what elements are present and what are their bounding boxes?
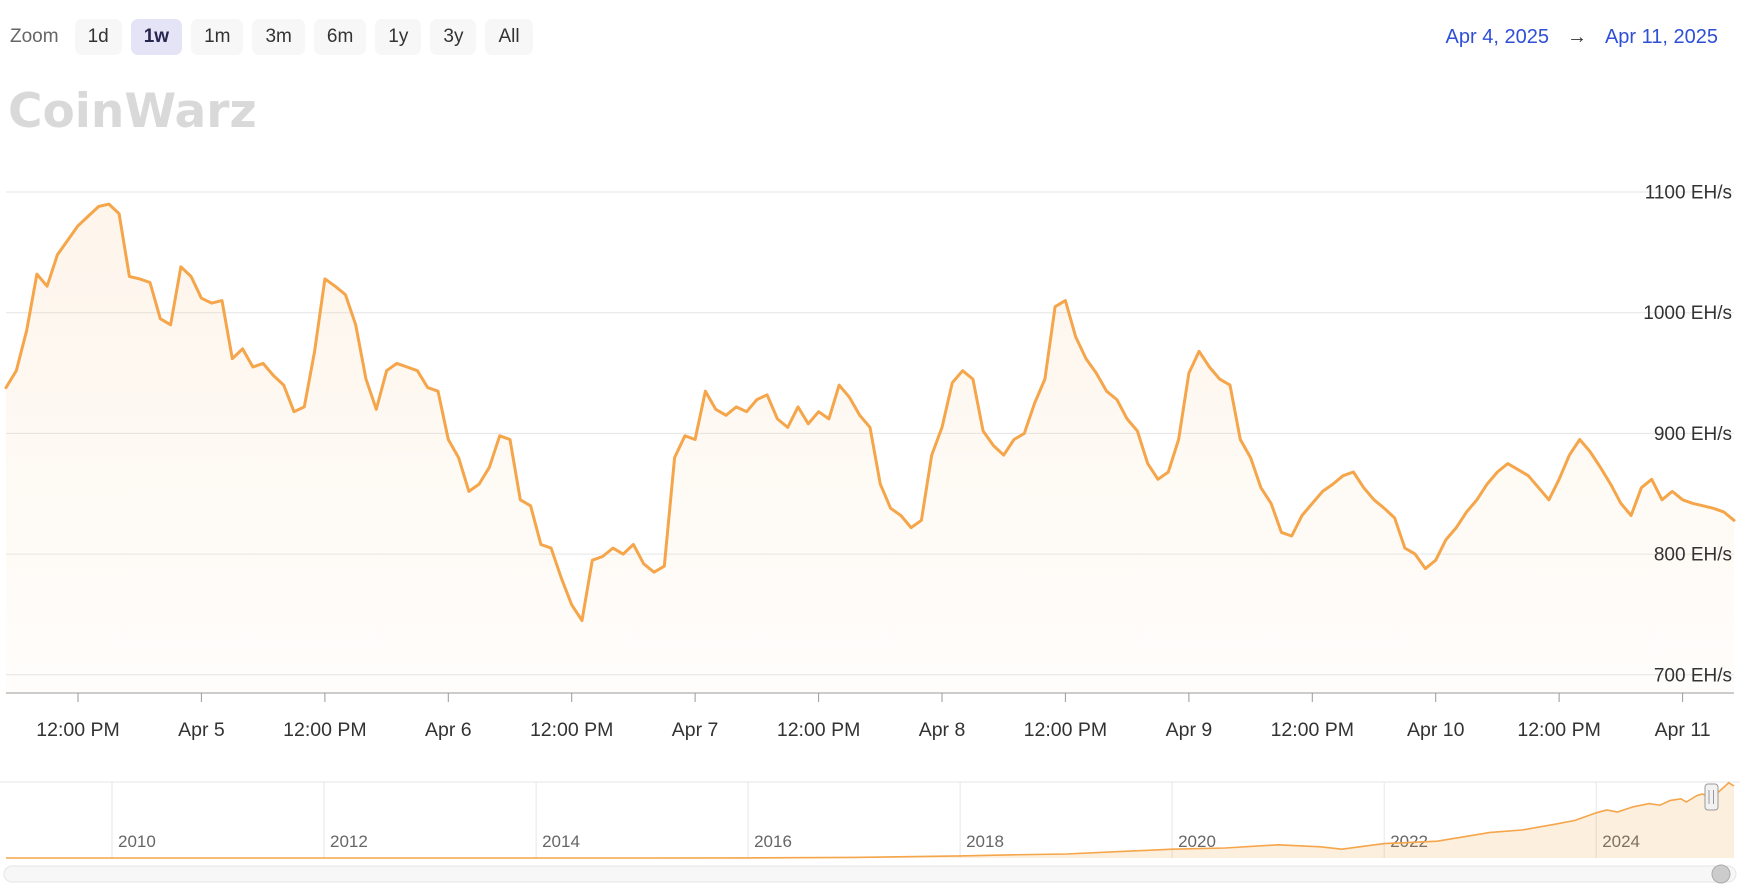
date-range: Apr 4, 2025 → Apr 11, 2025: [1440, 22, 1724, 53]
x-axis-label: Apr 5: [178, 719, 225, 741]
range-end-input[interactable]: Apr 11, 2025: [1604, 25, 1718, 48]
navigator-year-label: 2018: [966, 832, 1004, 851]
navigator[interactable]: 2010 2012 2014 2016 2018 2020 2022 2024: [0, 781, 1740, 859]
navigator-year-label: 2014: [542, 832, 580, 851]
x-axis-label: Apr 8: [919, 719, 966, 741]
hashrate-line: [4, 202, 1736, 622]
x-axis-label: Apr 9: [1166, 719, 1213, 741]
zoom-label: Zoom: [10, 26, 59, 47]
zoom-button-6m[interactable]: 6m: [313, 18, 367, 56]
x-axis-label: 12:00 PM: [36, 719, 119, 741]
range-start-input[interactable]: Apr 4, 2025: [1445, 25, 1549, 48]
zoom-buttons: 1d 1w 1m 3m 6m 1y 3y All: [74, 18, 533, 56]
navigator-year-label: 2012: [330, 832, 368, 851]
x-axis-label: Apr 11: [1655, 719, 1711, 741]
zoom-button-all[interactable]: All: [485, 18, 533, 56]
main-axes: 1100 EH/s 1000 EH/s 900 EH/s 800 EH/s 700 EH…: [6, 183, 1734, 741]
zoom-button-1y[interactable]: 1y: [375, 18, 422, 56]
x-axis-label: Apr 6: [425, 719, 472, 741]
range-arrow-icon: →: [1566, 25, 1587, 48]
navigator-year-label: 2022: [1390, 832, 1428, 851]
navigator-area-fill: [6, 782, 1734, 858]
scrollbar[interactable]: [3, 864, 1737, 884]
scrollbar-thumb[interactable]: [1711, 864, 1731, 884]
x-axis-label: 12:00 PM: [283, 719, 366, 741]
y-axis-label: 1100 EH/s: [1645, 183, 1732, 204]
zoom-button-3m[interactable]: 3m: [252, 18, 305, 56]
y-axis-label: 1000 EH/s: [1643, 303, 1732, 324]
x-axis-label: 12:00 PM: [1271, 719, 1354, 741]
zoom-button-1m[interactable]: 1m: [191, 18, 244, 56]
hashrate-series: [4, 202, 1736, 693]
zoom-button-1d[interactable]: 1d: [74, 18, 122, 56]
y-axis-label: 700 EH/s: [1654, 665, 1732, 686]
chart-header: Zoom 1d 1w 1m 3m 6m 1y 3y All Apr 4, 202…: [10, 16, 1724, 58]
navigator-year-label: 2020: [1178, 832, 1216, 851]
x-axis-label: 12:00 PM: [1517, 719, 1600, 741]
coinwarz-logo: CoinWarz: [8, 84, 257, 139]
x-axis-label: 12:00 PM: [530, 719, 613, 741]
x-axis-label: 12:00 PM: [1024, 719, 1107, 741]
x-axis-label: Apr 7: [672, 719, 719, 741]
x-axis-label: Apr 10: [1407, 719, 1465, 741]
zoom-button-3y[interactable]: 3y: [430, 18, 477, 56]
y-axis-label: 800 EH/s: [1654, 545, 1732, 566]
navigator-year-label: 2024: [1602, 832, 1640, 851]
zoom-button-1w[interactable]: 1w: [130, 18, 183, 56]
scrollbar-track[interactable]: [3, 865, 1737, 883]
navigator-year-label: 2010: [118, 832, 156, 851]
y-axis-label: 900 EH/s: [1654, 424, 1732, 445]
navigator-handle[interactable]: [1704, 783, 1719, 811]
hashrate-area-fill: [6, 204, 1734, 693]
x-axis-label: 12:00 PM: [777, 719, 860, 741]
navigator-line: [6, 781, 1735, 859]
navigator-year-label: 2016: [754, 832, 792, 851]
